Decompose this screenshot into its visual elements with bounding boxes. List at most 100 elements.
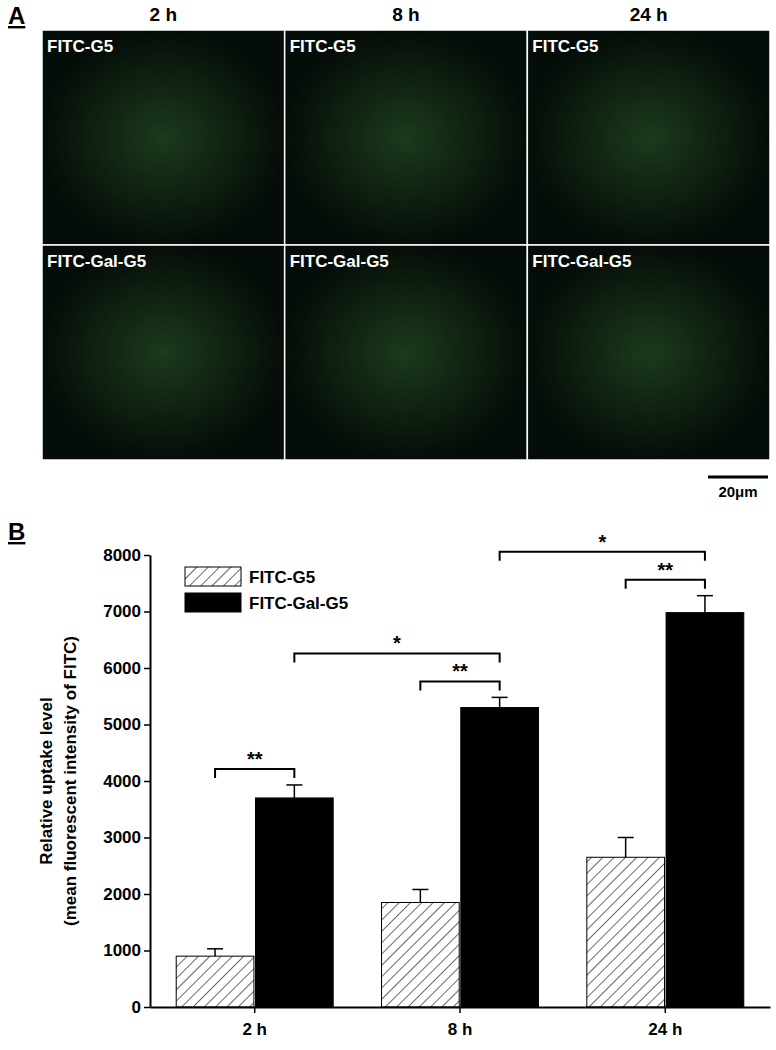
scale-bar bbox=[708, 476, 768, 479]
row-label: FITC-G5 bbox=[290, 37, 356, 56]
y-tick-label: 3000 bbox=[103, 828, 141, 847]
x-tick-label: 24 h bbox=[648, 1020, 682, 1039]
y-tick: 0 bbox=[132, 998, 150, 1017]
y-tick-label: 0 bbox=[132, 998, 141, 1017]
x-tick-mark bbox=[665, 1007, 667, 1013]
x-axis: 2 h 8 h 24 h bbox=[151, 1007, 771, 1039]
bar bbox=[382, 902, 460, 1007]
bar bbox=[176, 956, 254, 1007]
y-tick: 3000 bbox=[103, 828, 150, 847]
legend-swatch bbox=[185, 567, 241, 586]
significance-bracket bbox=[500, 552, 705, 561]
y-tick-label: 7000 bbox=[103, 602, 141, 621]
error-line bbox=[420, 889, 422, 902]
y-axis-title: (mean fluorescent intensity of FITC) bbox=[61, 636, 80, 926]
y-tick-mark bbox=[144, 724, 150, 726]
x-tick-mark bbox=[254, 1007, 256, 1013]
significance-label: ** bbox=[658, 559, 674, 581]
legend-swatch bbox=[185, 593, 241, 612]
legend-label: FITC-Gal-G5 bbox=[249, 594, 348, 613]
y-tick-label: 5000 bbox=[103, 715, 141, 734]
y-tick-mark bbox=[144, 781, 150, 783]
annotations: ******** bbox=[215, 531, 705, 778]
error-cap bbox=[207, 948, 223, 950]
significance-bracket bbox=[420, 681, 499, 690]
significance-label: ** bbox=[452, 660, 468, 682]
legend: FITC-G5 FITC-Gal-G5 bbox=[185, 567, 348, 613]
error-cap bbox=[492, 697, 508, 699]
error-bar bbox=[697, 596, 713, 613]
y-tick: 6000 bbox=[103, 659, 150, 678]
y-tick: 8000 bbox=[103, 546, 150, 565]
error-line bbox=[214, 949, 216, 956]
bar bbox=[666, 613, 744, 1007]
row-label: FITC-Gal-G5 bbox=[532, 252, 631, 271]
y-tick: 5000 bbox=[103, 715, 150, 734]
row-label: FITC-Gal-G5 bbox=[290, 252, 389, 271]
row-label: FITC-G5 bbox=[47, 37, 113, 56]
y-tick: 7000 bbox=[103, 602, 150, 621]
x-tick-mark bbox=[459, 1007, 461, 1013]
bars bbox=[176, 596, 744, 1007]
column-header: 24 h bbox=[630, 4, 668, 25]
x-tick-label: 8 h bbox=[448, 1020, 473, 1039]
y-tick-mark bbox=[144, 611, 150, 613]
scale-bar-label: 20μm bbox=[718, 483, 757, 500]
row-label: FITC-G5 bbox=[532, 37, 598, 56]
bar bbox=[461, 708, 539, 1007]
x-tick-label: 2 h bbox=[242, 1020, 267, 1039]
y-tick-label: 1000 bbox=[103, 941, 141, 960]
y-tick-label: 8000 bbox=[103, 546, 141, 565]
micrograph bbox=[285, 30, 528, 245]
x-tick: 8 h bbox=[448, 1007, 473, 1039]
y-axis-title: Relative uptake level bbox=[37, 697, 56, 864]
error-cap bbox=[286, 784, 302, 786]
bar bbox=[587, 857, 665, 1007]
error-line bbox=[704, 596, 706, 613]
significance-bracket bbox=[294, 653, 499, 662]
figure: A2 h8 h24 hFITC-G5FITC-G5FITC-G5FITC-Gal… bbox=[0, 0, 776, 1050]
y-tick-mark bbox=[144, 837, 150, 839]
legend-label: FITC-G5 bbox=[249, 568, 315, 587]
error-bar bbox=[618, 838, 634, 858]
micrograph bbox=[42, 245, 285, 460]
error-bar bbox=[492, 697, 508, 707]
significance-label: * bbox=[393, 632, 401, 654]
y-axis: 0 1000 2000 3000 4000 5000 6000 7000 8000 bbox=[103, 546, 150, 1017]
y-tick-label: 2000 bbox=[103, 885, 141, 904]
error-line bbox=[625, 838, 627, 858]
micrograph bbox=[527, 30, 770, 245]
column-header: 8 h bbox=[392, 4, 419, 25]
error-line bbox=[499, 697, 501, 707]
y-tick: 2000 bbox=[103, 885, 150, 904]
y-tick-label: 4000 bbox=[103, 772, 141, 791]
y-tick-mark bbox=[144, 668, 150, 670]
significance-label: ** bbox=[247, 748, 263, 770]
bar bbox=[255, 798, 333, 1007]
error-cap bbox=[697, 595, 713, 597]
micrograph bbox=[285, 245, 528, 460]
y-tick-mark bbox=[144, 950, 150, 952]
y-tick: 1000 bbox=[103, 941, 150, 960]
error-cap bbox=[618, 837, 634, 839]
micrograph bbox=[527, 245, 770, 460]
y-tick-mark bbox=[144, 555, 150, 557]
column-header: 2 h bbox=[150, 4, 177, 25]
panel-label: B bbox=[8, 518, 25, 545]
y-tick: 4000 bbox=[103, 772, 150, 791]
significance-bracket bbox=[215, 769, 294, 778]
error-line bbox=[294, 785, 296, 798]
significance-bracket bbox=[626, 580, 705, 589]
y-tick-label: 6000 bbox=[103, 659, 141, 678]
error-bar bbox=[286, 785, 302, 798]
row-label: FITC-Gal-G5 bbox=[47, 252, 146, 271]
error-bar bbox=[207, 949, 223, 956]
y-tick-mark bbox=[144, 1007, 150, 1009]
micrograph bbox=[42, 30, 285, 245]
error-bar bbox=[412, 889, 428, 902]
significance-label: * bbox=[598, 531, 606, 553]
y-tick-mark bbox=[144, 894, 150, 896]
x-tick: 2 h bbox=[242, 1007, 267, 1039]
error-cap bbox=[412, 889, 428, 891]
x-tick: 24 h bbox=[648, 1007, 682, 1039]
